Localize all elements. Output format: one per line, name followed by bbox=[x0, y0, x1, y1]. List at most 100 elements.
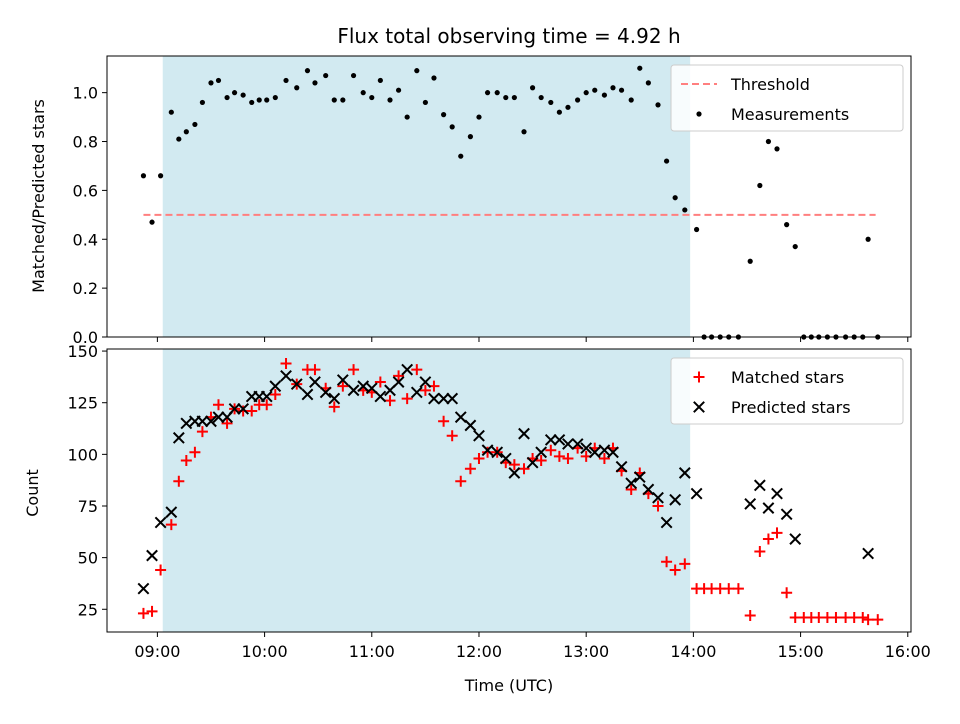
x-tick-label: 12:00 bbox=[456, 642, 502, 661]
legend-marker bbox=[696, 111, 702, 117]
data-point bbox=[771, 487, 783, 500]
data-point bbox=[682, 207, 688, 213]
data-point bbox=[168, 109, 174, 115]
data-point bbox=[872, 614, 884, 626]
x-tick-label: 09:00 bbox=[134, 642, 180, 661]
data-point bbox=[652, 500, 664, 512]
data-point bbox=[196, 415, 209, 428]
data-point bbox=[323, 72, 329, 79]
data-point bbox=[165, 506, 178, 519]
data-point bbox=[545, 444, 557, 456]
data-point bbox=[309, 376, 321, 388]
data-point bbox=[158, 173, 164, 179]
data-point bbox=[669, 564, 681, 576]
data-point bbox=[583, 90, 589, 96]
data-point bbox=[690, 487, 703, 500]
data-point bbox=[780, 508, 793, 521]
data-point bbox=[137, 582, 150, 595]
data-point bbox=[224, 94, 230, 101]
data-point bbox=[830, 612, 842, 624]
data-point bbox=[518, 463, 530, 475]
data-point bbox=[598, 452, 610, 464]
x-tick-label: 10:00 bbox=[242, 642, 288, 661]
data-point bbox=[771, 527, 783, 539]
data-point bbox=[387, 97, 393, 103]
data-point bbox=[137, 607, 149, 619]
data-point bbox=[473, 429, 485, 442]
data-point bbox=[625, 483, 637, 495]
observing-interval-shade bbox=[162, 56, 691, 337]
data-point bbox=[669, 493, 682, 506]
chart-title: Flux total observing time = 4.92 h bbox=[337, 24, 680, 48]
data-point bbox=[411, 364, 423, 376]
legend-marker bbox=[693, 401, 705, 413]
data-point bbox=[446, 430, 458, 442]
data-point bbox=[377, 77, 383, 84]
data-point bbox=[744, 498, 757, 510]
data-point bbox=[328, 392, 341, 405]
data-point bbox=[694, 226, 700, 233]
data-point bbox=[862, 547, 875, 560]
data-point bbox=[615, 460, 628, 473]
legend-label: Matched stars bbox=[731, 368, 844, 387]
data-point bbox=[762, 502, 775, 514]
data-point bbox=[428, 392, 440, 405]
data-point bbox=[503, 94, 509, 101]
y-tick-label: 0.0 bbox=[73, 328, 98, 347]
data-point bbox=[374, 390, 387, 403]
data-point bbox=[535, 446, 548, 459]
data-point bbox=[290, 378, 303, 391]
data-point bbox=[172, 431, 185, 444]
legend: Matched stars Predicted stars bbox=[670, 357, 904, 425]
data-point bbox=[331, 97, 337, 103]
panel-ratio: 0.0 0.2 0.4 0.6 0.8 1.0 Threshold Measurements bbox=[73, 55, 912, 347]
data-point bbox=[431, 75, 437, 81]
data-point bbox=[642, 483, 655, 496]
data-point bbox=[240, 92, 246, 98]
data-point bbox=[494, 90, 500, 96]
data-point bbox=[146, 549, 158, 562]
data-point bbox=[633, 471, 646, 483]
data-point bbox=[553, 433, 566, 446]
data-point bbox=[571, 438, 584, 450]
data-point bbox=[350, 72, 357, 79]
data-point bbox=[369, 94, 375, 101]
data-point bbox=[196, 426, 208, 438]
data-point bbox=[598, 444, 611, 457]
data-point bbox=[476, 114, 482, 120]
data-point bbox=[857, 612, 869, 624]
data-point bbox=[508, 459, 520, 471]
data-point bbox=[744, 609, 756, 621]
data-point bbox=[521, 129, 527, 135]
data-point bbox=[535, 455, 547, 467]
data-point bbox=[556, 109, 562, 115]
data-point bbox=[753, 479, 766, 492]
data-point bbox=[228, 402, 241, 415]
data-point bbox=[732, 583, 744, 595]
data-point bbox=[757, 182, 763, 189]
data-point bbox=[246, 405, 258, 417]
data-point bbox=[792, 243, 798, 250]
data-point bbox=[464, 419, 477, 432]
y-tick-label: 0.4 bbox=[73, 230, 98, 249]
data-point bbox=[511, 94, 517, 101]
data-point bbox=[491, 446, 504, 459]
series-measurements bbox=[140, 65, 881, 340]
y-tick-label: 0.6 bbox=[73, 181, 98, 200]
data-point bbox=[588, 446, 601, 459]
data-point bbox=[215, 77, 222, 84]
data-point bbox=[155, 564, 167, 576]
data-point bbox=[663, 158, 670, 164]
data-point bbox=[518, 427, 530, 440]
x-tick-label: 14:00 bbox=[670, 642, 716, 661]
data-point bbox=[280, 369, 292, 382]
legend-label: Threshold bbox=[730, 75, 810, 94]
data-point bbox=[618, 87, 625, 93]
y-tick-label: 0.8 bbox=[73, 133, 98, 152]
data-point bbox=[212, 399, 224, 411]
y-tick-label: 100 bbox=[67, 445, 98, 464]
data-point bbox=[312, 80, 318, 86]
data-point bbox=[301, 388, 314, 401]
